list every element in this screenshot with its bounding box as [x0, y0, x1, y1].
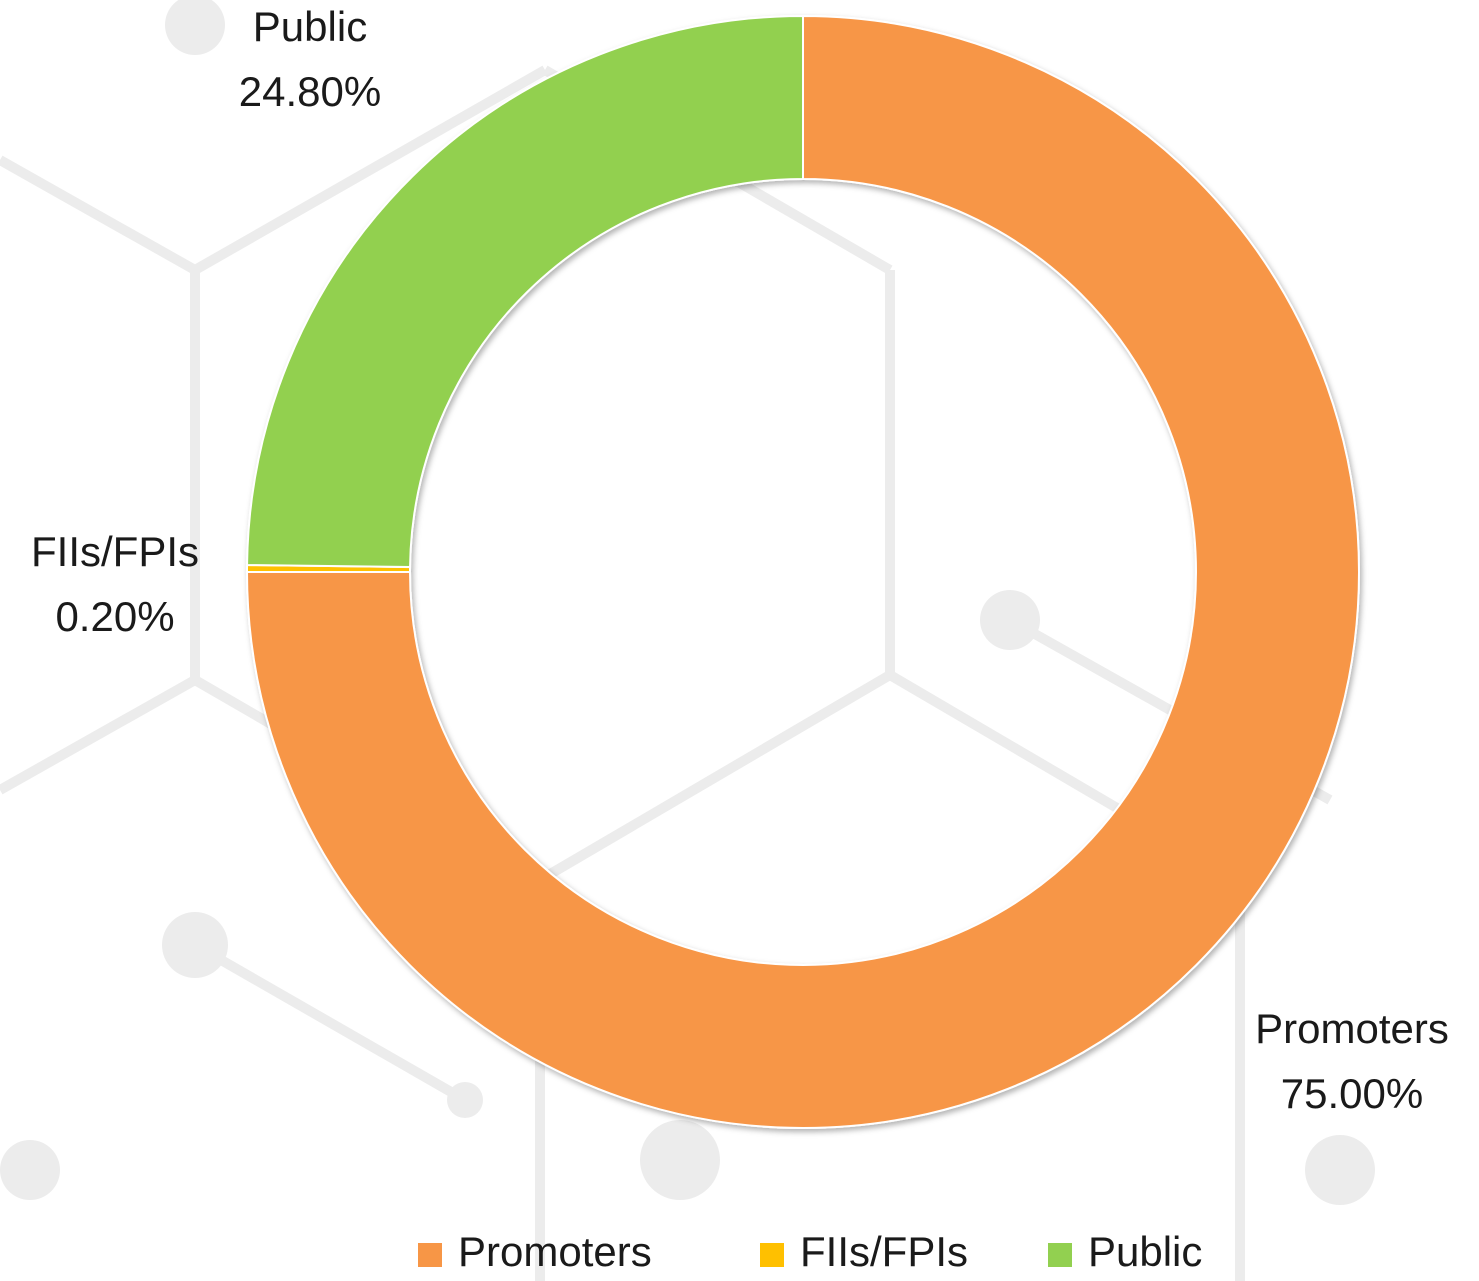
- legend-label: Promoters: [458, 1228, 652, 1275]
- slice: [245, 14, 1360, 1129]
- data-label-name: Public: [253, 3, 367, 50]
- data-label-name: Promoters: [1255, 1005, 1449, 1052]
- data-label-value: 75.00%: [1281, 1070, 1423, 1117]
- donut: [245, 14, 1360, 1129]
- data-label-name: FIIs/FPIs: [31, 528, 199, 575]
- data-label-value: 24.80%: [239, 68, 381, 115]
- data-label-value: 0.20%: [55, 593, 174, 640]
- legend-swatch: [418, 1243, 442, 1267]
- legend-label: FIIs/FPIs: [800, 1228, 968, 1275]
- legend-swatch: [760, 1243, 784, 1267]
- legend-swatch: [1048, 1243, 1072, 1267]
- legend-label: Public: [1088, 1228, 1202, 1275]
- slice: [246, 14, 804, 569]
